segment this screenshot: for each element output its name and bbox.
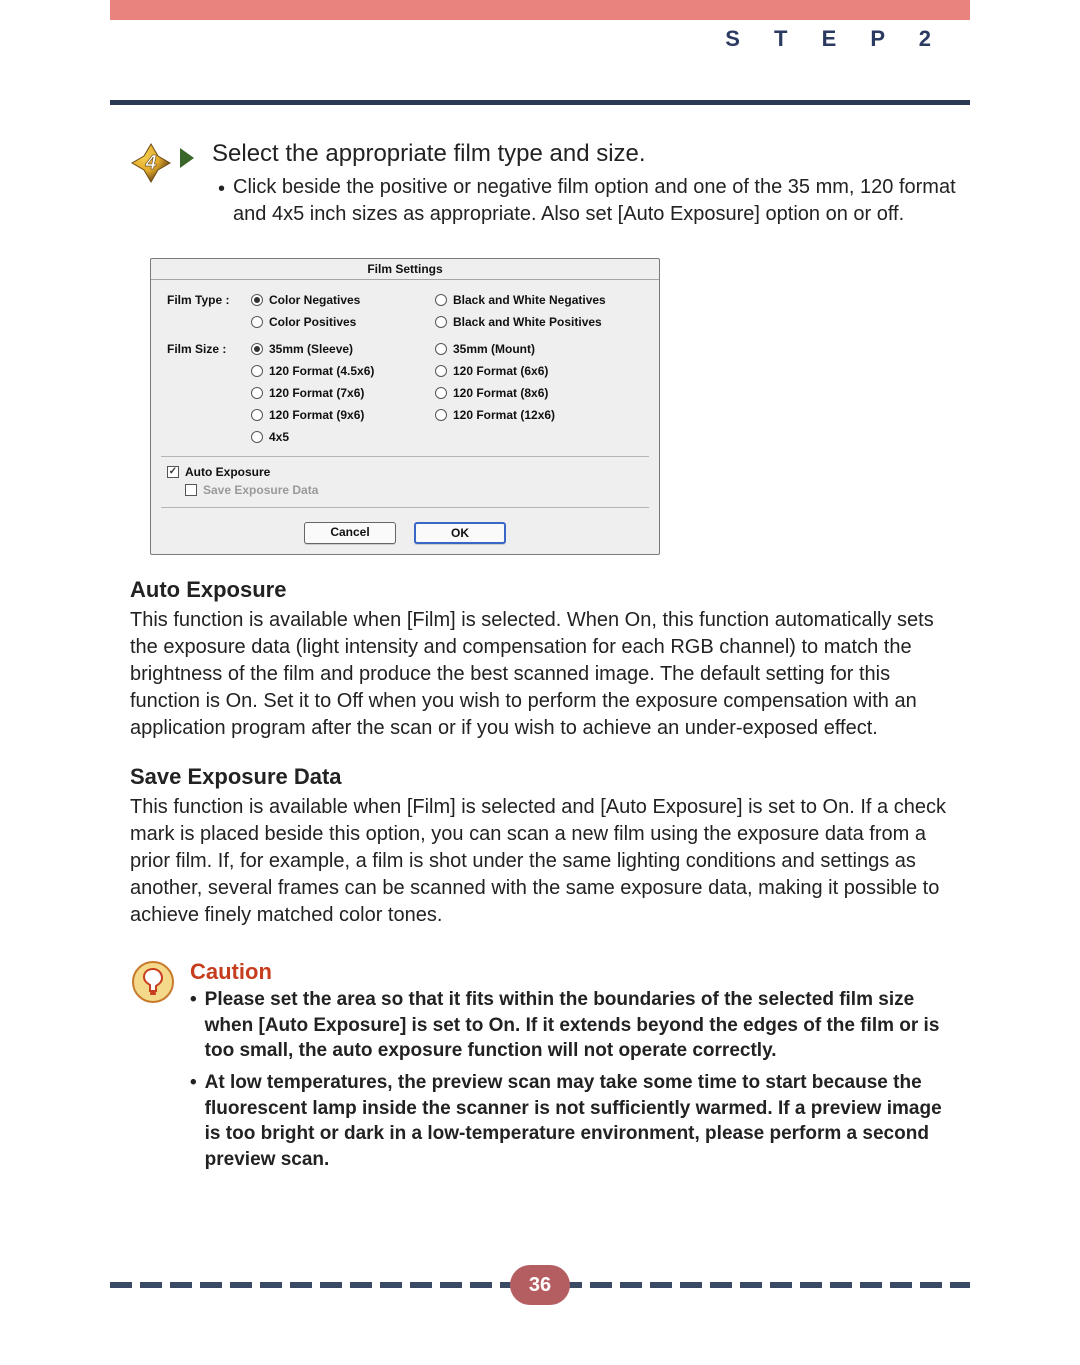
step-4-text: Select the appropriate film type and siz… bbox=[212, 140, 960, 228]
save-exposure-heading: Save Exposure Data bbox=[130, 764, 960, 790]
radio-4x5[interactable]: 4x5 bbox=[251, 430, 431, 444]
cancel-button[interactable]: Cancel bbox=[304, 522, 396, 544]
radio-bw-positives[interactable]: Black and White Positives bbox=[435, 315, 635, 329]
radio-color-positives[interactable]: Color Positives bbox=[251, 315, 431, 329]
film-size-group: Film Size : 35mm (Sleeve) 35mm (Mount) 1… bbox=[167, 341, 643, 444]
checkbox-label: Auto Exposure bbox=[185, 465, 270, 479]
step-4-desc-text: Click beside the positive or negative fi… bbox=[233, 174, 960, 228]
ok-button[interactable]: OK bbox=[414, 522, 506, 544]
radio-icon bbox=[435, 343, 447, 355]
caution-body: •Please set the area so that it fits wit… bbox=[190, 987, 960, 1172]
caution-title: Caution bbox=[190, 959, 960, 985]
radio-icon bbox=[251, 365, 263, 377]
radio-label: 120 Format (9x6) bbox=[269, 408, 364, 422]
radio-icon bbox=[251, 387, 263, 399]
auto-exposure-body: This function is available when [Film] i… bbox=[130, 607, 960, 742]
radio-icon bbox=[435, 294, 447, 306]
divider-line bbox=[110, 100, 970, 105]
radio-icon bbox=[435, 387, 447, 399]
caution-icon bbox=[130, 959, 176, 1172]
radio-icon bbox=[251, 294, 263, 306]
radio-label: 120 Format (6x6) bbox=[453, 364, 548, 378]
dialog-body: Film Type : Color Negatives Black and Wh… bbox=[151, 280, 659, 554]
save-exposure-checkbox: Save Exposure Data bbox=[167, 483, 643, 497]
radio-120-6x6[interactable]: 120 Format (6x6) bbox=[435, 364, 635, 378]
page-number: 36 bbox=[510, 1265, 570, 1305]
radio-icon bbox=[251, 431, 263, 443]
radio-label: 120 Format (4.5x6) bbox=[269, 364, 374, 378]
film-settings-dialog: Film Settings Film Type : Color Negative… bbox=[150, 258, 660, 555]
dialog-buttons: Cancel OK bbox=[167, 516, 643, 544]
dialog-title: Film Settings bbox=[151, 259, 659, 280]
bullet-dot: • bbox=[190, 1070, 197, 1173]
checkbox-label: Save Exposure Data bbox=[203, 483, 318, 497]
checkbox-icon bbox=[167, 466, 179, 478]
page-footer: 36 bbox=[0, 1265, 1080, 1305]
caution-bullet-1: Please set the area so that it fits with… bbox=[205, 987, 960, 1064]
radio-label: 35mm (Mount) bbox=[453, 342, 535, 356]
radio-color-negatives[interactable]: Color Negatives bbox=[251, 292, 431, 307]
radio-bw-negatives[interactable]: Black and White Negatives bbox=[435, 292, 635, 307]
dialog-separator bbox=[161, 456, 649, 457]
radio-label: 120 Format (7x6) bbox=[269, 386, 364, 400]
bullet-dot: • bbox=[218, 174, 225, 228]
top-bar bbox=[110, 0, 970, 20]
radio-label: Black and White Positives bbox=[453, 315, 602, 329]
radio-label: Black and White Negatives bbox=[453, 293, 606, 307]
radio-icon bbox=[251, 316, 263, 328]
radio-icon bbox=[435, 365, 447, 377]
caution-bullet-2: At low temperatures, the preview scan ma… bbox=[205, 1070, 960, 1173]
radio-label: Color Positives bbox=[269, 315, 356, 329]
dialog-separator bbox=[161, 507, 649, 508]
radio-label: Color Negatives bbox=[269, 293, 360, 307]
page-content: 4 Select the appropriate film type and s… bbox=[130, 140, 960, 1172]
radio-icon bbox=[251, 409, 263, 421]
step-number: 4 bbox=[144, 152, 156, 174]
radio-120-9x6[interactable]: 120 Format (9x6) bbox=[251, 408, 431, 422]
radio-35mm-sleeve[interactable]: 35mm (Sleeve) bbox=[251, 341, 431, 356]
film-type-label: Film Type : bbox=[167, 292, 247, 307]
arrow-right-icon bbox=[180, 148, 194, 168]
auto-exposure-checkbox[interactable]: Auto Exposure bbox=[167, 465, 643, 479]
radio-35mm-mount[interactable]: 35mm (Mount) bbox=[435, 341, 635, 356]
radio-label: 4x5 bbox=[269, 430, 289, 444]
caution-block: Caution •Please set the area so that it … bbox=[130, 959, 960, 1172]
radio-120-7x6[interactable]: 120 Format (7x6) bbox=[251, 386, 431, 400]
step-4-title: Select the appropriate film type and siz… bbox=[212, 140, 960, 168]
checkbox-icon bbox=[185, 484, 197, 496]
auto-exposure-heading: Auto Exposure bbox=[130, 577, 960, 603]
radio-icon bbox=[435, 316, 447, 328]
radio-120-45x6[interactable]: 120 Format (4.5x6) bbox=[251, 364, 431, 378]
radio-label: 35mm (Sleeve) bbox=[269, 342, 353, 356]
radio-label: 120 Format (8x6) bbox=[453, 386, 548, 400]
step-label: S T E P 2 bbox=[725, 26, 945, 52]
step-4-desc: • Click beside the positive or negative … bbox=[212, 174, 960, 228]
step-4-row: 4 Select the appropriate film type and s… bbox=[130, 140, 960, 228]
radio-120-12x6[interactable]: 120 Format (12x6) bbox=[435, 408, 635, 422]
film-type-group: Film Type : Color Negatives Black and Wh… bbox=[167, 292, 643, 329]
radio-icon bbox=[435, 409, 447, 421]
film-size-label: Film Size : bbox=[167, 341, 247, 356]
save-exposure-body: This function is available when [Film] i… bbox=[130, 794, 960, 929]
caution-text: Caution •Please set the area so that it … bbox=[190, 959, 960, 1172]
bullet-dot: • bbox=[190, 987, 197, 1064]
radio-label: 120 Format (12x6) bbox=[453, 408, 555, 422]
step-4-badge-icon: 4 bbox=[130, 142, 172, 184]
radio-120-8x6[interactable]: 120 Format (8x6) bbox=[435, 386, 635, 400]
radio-icon bbox=[251, 343, 263, 355]
